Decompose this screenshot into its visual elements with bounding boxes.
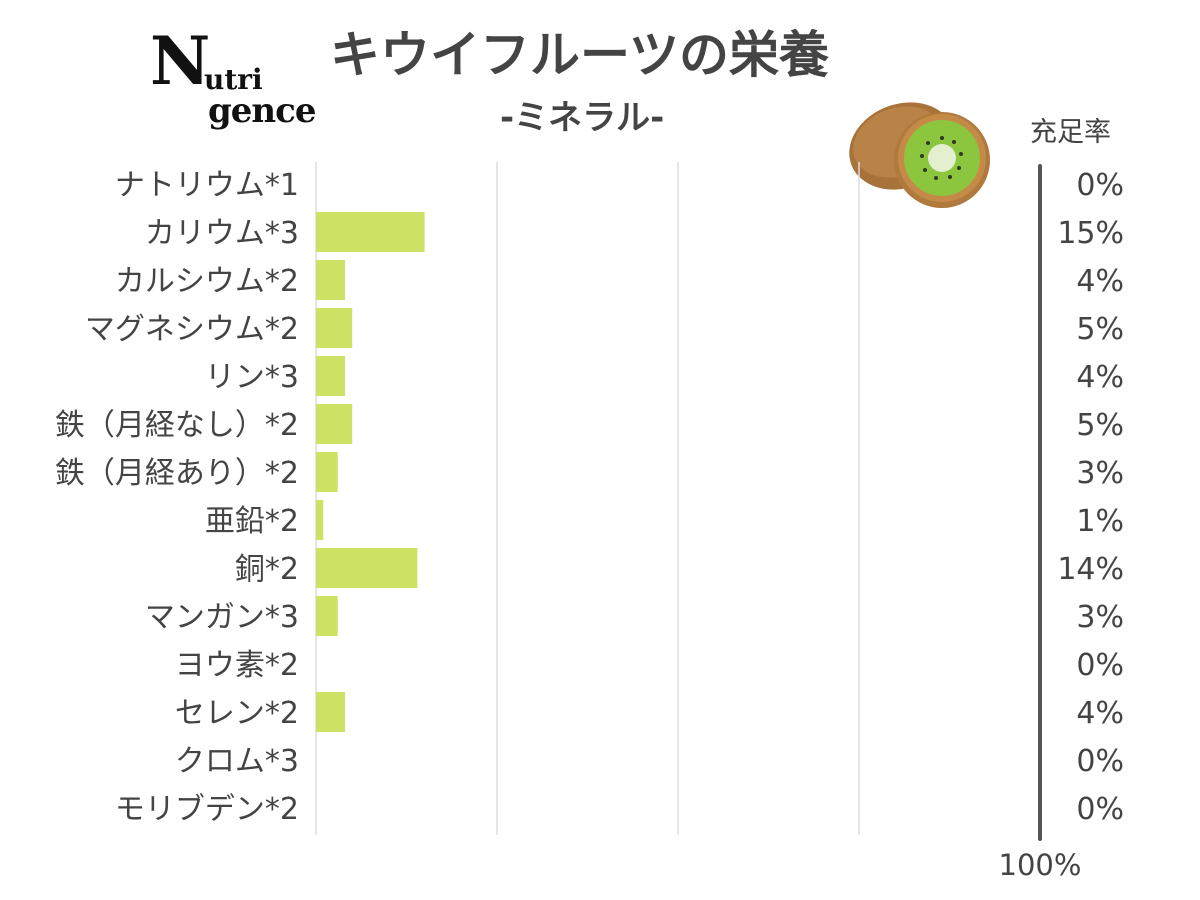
category-label: 鉄（月経あり）*2 bbox=[55, 456, 299, 491]
category-label: ヨウ素*2 bbox=[175, 648, 299, 683]
category-label: カリウム*3 bbox=[145, 216, 299, 251]
x-max-label: 100% bbox=[999, 848, 1082, 882]
bar-2 bbox=[316, 260, 345, 300]
category-label: マグネシウム*2 bbox=[85, 312, 299, 347]
bar-6 bbox=[316, 452, 338, 492]
category-label: 鉄（月経なし）*2 bbox=[55, 408, 299, 443]
rate-column-header: 充足率 bbox=[1030, 117, 1111, 148]
value-label: 3% bbox=[1076, 456, 1124, 491]
value-label: 15% bbox=[1057, 216, 1124, 251]
bar-9 bbox=[316, 596, 338, 636]
category-label: カルシウム*2 bbox=[115, 264, 299, 299]
value-label: 0% bbox=[1076, 648, 1124, 683]
category-label: 亜鉛*2 bbox=[205, 504, 299, 539]
value-label: 4% bbox=[1076, 264, 1124, 299]
nutrigence-logo: N utri gence bbox=[150, 22, 320, 140]
category-label: マンガン*3 bbox=[145, 600, 299, 635]
value-label: 4% bbox=[1076, 696, 1124, 731]
category-label: 銅*2 bbox=[235, 552, 299, 587]
logo-text-gence: gence bbox=[208, 91, 316, 131]
value-label: 14% bbox=[1057, 552, 1124, 587]
value-label: 1% bbox=[1076, 504, 1124, 539]
chart-subtitle: -ミネラル- bbox=[500, 98, 665, 138]
category-label: クロム*3 bbox=[175, 744, 299, 779]
chart-title: キウイフルーツの栄養 bbox=[330, 26, 829, 84]
value-label: 0% bbox=[1076, 744, 1124, 779]
category-label: リン*3 bbox=[205, 360, 299, 395]
category-label: ナトリウム*1 bbox=[115, 168, 299, 203]
value-label: 0% bbox=[1076, 168, 1124, 203]
bar-3 bbox=[316, 308, 353, 348]
kiwi-icon bbox=[849, 102, 990, 208]
logo-text-utri: utri bbox=[204, 63, 263, 96]
value-label: 5% bbox=[1076, 408, 1124, 443]
bar-5 bbox=[316, 404, 353, 444]
value-label: 0% bbox=[1076, 792, 1124, 827]
category-label: セレン*2 bbox=[175, 696, 299, 731]
logo-letter-n: N bbox=[150, 22, 211, 100]
value-label: 4% bbox=[1076, 360, 1124, 395]
bar-7 bbox=[316, 500, 324, 540]
value-label: 5% bbox=[1076, 312, 1124, 347]
bar-11 bbox=[316, 692, 345, 732]
category-label: モリブデン*2 bbox=[115, 792, 299, 827]
value-label: 3% bbox=[1076, 600, 1124, 635]
bar-4 bbox=[316, 356, 345, 396]
bar-8 bbox=[316, 548, 418, 588]
bar-1 bbox=[316, 212, 425, 252]
